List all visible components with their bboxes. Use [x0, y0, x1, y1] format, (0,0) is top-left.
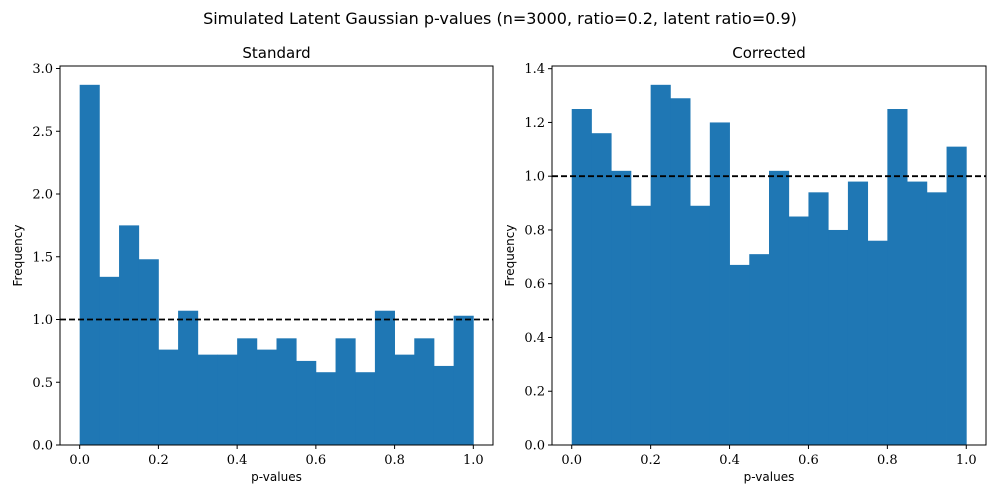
chart-title-standard: Standard	[242, 44, 310, 62]
y-axis-label-standard: Frequency	[11, 225, 25, 287]
x-axis-label-standard: p-values	[251, 470, 302, 484]
y-tick-label-corrected: 1.2	[524, 116, 545, 131]
x-tick-label-corrected: 0.0	[561, 453, 582, 468]
bar-standard-9	[256, 349, 277, 445]
y-tick-label-corrected: 0.2	[524, 385, 545, 400]
y-tick-label-corrected: 1.4	[524, 62, 545, 77]
bar-standard-14	[355, 372, 376, 445]
chart-panel-corrected: 0.0 0.2 0.4 0.6 0.8 1.0 0.0 0.2 0.4 0.6 0.8 1.0 1.2…	[503, 44, 987, 484]
y-tick-label-standard: 1.0	[32, 313, 53, 328]
x-tick-label-corrected: 1.0	[956, 453, 977, 468]
bar-standard-1	[99, 276, 120, 445]
bar-standard-2	[119, 225, 140, 445]
axes-frame-corrected	[551, 65, 987, 446]
bar-standard-15	[374, 310, 395, 445]
bar-standard-7	[217, 354, 238, 445]
bar-group-corrected	[571, 84, 967, 445]
bar-corrected-4	[650, 84, 671, 445]
x-tick-label-standard: 0.2	[148, 453, 169, 468]
x-axis-label-corrected: p-values	[744, 470, 795, 484]
bar-corrected-18	[926, 192, 947, 445]
x-tick-label-corrected: 0.6	[798, 453, 819, 468]
y-ticks-corrected: 0.0 0.2 0.4 0.6 0.8 1.0 1.2 1.4	[524, 62, 552, 454]
bar-standard-8	[237, 338, 258, 445]
bar-standard-19	[453, 315, 474, 445]
bar-corrected-12	[808, 192, 829, 445]
bar-corrected-1	[591, 133, 612, 445]
bar-corrected-15	[867, 240, 888, 445]
y-tick-label-standard: 1.5	[32, 250, 53, 265]
x-tick-label-standard: 0.6	[306, 453, 327, 468]
x-tick-label-standard: 0.4	[227, 453, 248, 468]
y-tick-label-standard: 2.5	[32, 125, 53, 140]
x-tick-label-standard: 0.0	[69, 453, 90, 468]
bar-corrected-19	[946, 146, 967, 445]
bar-standard-5	[178, 310, 199, 445]
y-tick-label-corrected: 0.8	[524, 223, 545, 238]
y-tick-label-corrected: 0.0	[524, 439, 545, 454]
bar-corrected-8	[729, 264, 750, 445]
bar-corrected-7	[709, 122, 730, 445]
bar-standard-0	[79, 84, 100, 445]
y-axis-label-corrected: Frequency	[503, 225, 517, 287]
bar-standard-16	[394, 354, 415, 445]
bar-corrected-10	[769, 170, 790, 445]
x-tick-label-corrected: 0.4	[719, 453, 740, 468]
bar-corrected-14	[847, 181, 869, 445]
bar-corrected-2	[611, 170, 632, 445]
y-tick-label-standard: 0.5	[32, 376, 53, 391]
bar-group-standard	[79, 84, 474, 445]
bar-standard-12	[315, 372, 336, 445]
bar-standard-4	[158, 349, 179, 445]
bar-corrected-5	[670, 98, 691, 445]
bar-standard-11	[296, 360, 317, 445]
bar-corrected-13	[828, 229, 849, 445]
bar-corrected-6	[690, 205, 711, 445]
bar-corrected-9	[749, 254, 770, 445]
y-tick-label-standard: 3.0	[32, 62, 53, 77]
bar-standard-6	[197, 354, 218, 445]
bar-corrected-3	[630, 205, 652, 445]
x-tick-label-standard: 1.0	[463, 453, 484, 468]
y-tick-label-standard: 2.0	[32, 188, 53, 203]
x-tick-label-corrected: 0.8	[877, 453, 898, 468]
bar-standard-3	[138, 259, 159, 445]
bar-standard-18	[433, 365, 455, 445]
figure-suptitle: Simulated Latent Gaussian p-values (n=30…	[203, 9, 797, 28]
y-ticks-standard: 0.0 0.5 1.0 1.5 2.0 2.5 3.0	[32, 62, 60, 454]
bar-corrected-0	[571, 109, 592, 445]
bar-corrected-16	[887, 109, 908, 445]
y-tick-label-corrected: 0.6	[524, 277, 545, 292]
y-tick-label-corrected: 0.4	[524, 331, 545, 346]
x-ticks-standard: 0.0 0.2 0.4 0.6 0.8 1.0	[69, 445, 484, 468]
x-tick-label-corrected: 0.2	[640, 453, 661, 468]
y-tick-label-corrected: 1.0	[524, 170, 545, 185]
bar-corrected-11	[788, 216, 809, 445]
chart-panel-standard: 0.0 0.2 0.4 0.6 0.8 1.0 0.0 0.5 1.0 1.5 2.0 2.5 3.0…	[11, 44, 494, 484]
bar-standard-13	[335, 338, 356, 445]
chart-title-corrected: Corrected	[732, 44, 806, 62]
bar-standard-17	[414, 338, 435, 445]
axes-frame-standard	[59, 65, 494, 446]
bar-corrected-17	[907, 181, 928, 445]
y-tick-label-standard: 0.0	[32, 439, 53, 454]
x-ticks-corrected: 0.0 0.2 0.4 0.6 0.8 1.0	[561, 445, 977, 468]
x-tick-label-standard: 0.8	[384, 453, 405, 468]
bar-standard-10	[276, 338, 297, 445]
